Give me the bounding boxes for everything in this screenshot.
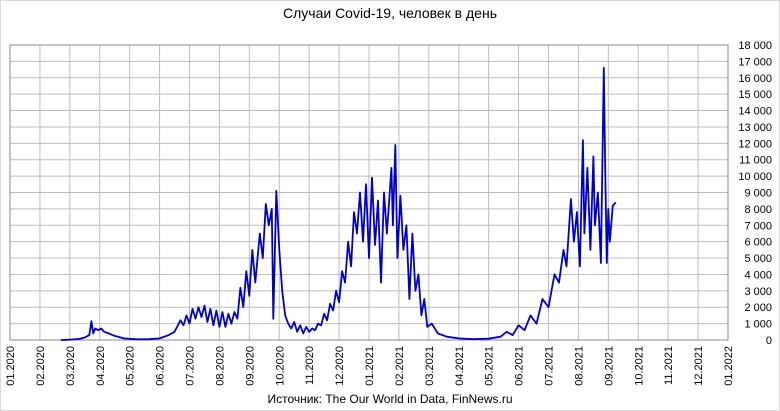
y-tick-label: 5 000 (744, 253, 772, 265)
x-tick-label: 06.2021 (514, 346, 526, 386)
y-tick-label: 13 000 (738, 122, 772, 134)
x-tick-label: 07.2021 (544, 346, 556, 386)
x-tick-label: 09.2021 (603, 346, 615, 386)
x-tick-label: 01.2022 (723, 346, 735, 386)
x-tick-label: 02.2021 (394, 346, 406, 386)
x-tick-label: 12.2020 (334, 346, 346, 386)
x-tick-label: 08.2020 (214, 346, 226, 386)
x-tick-label: 08.2021 (573, 346, 585, 386)
x-tick-label: 06.2020 (155, 346, 167, 386)
x-tick-label: 02.2020 (35, 346, 47, 386)
source-note: Источник: The Our World in Data, FinNews… (267, 392, 512, 406)
x-tick-label: 07.2020 (185, 346, 197, 386)
y-tick-label: 14 000 (738, 106, 772, 118)
y-tick-label: 11 000 (739, 155, 772, 167)
y-tick-label: 1 000 (744, 319, 772, 331)
x-tick-label: 09.2020 (244, 346, 256, 386)
y-tick-label: 7 000 (744, 220, 772, 232)
x-tick-label: 11.2021 (663, 346, 675, 385)
x-tick-label: 01.2021 (364, 346, 376, 386)
y-tick-label: 9 000 (744, 188, 772, 200)
y-tick-label: 12 000 (738, 138, 772, 150)
x-tick-label: 10.2021 (633, 346, 645, 386)
y-tick-label: 3 000 (744, 286, 772, 298)
x-tick-label: 05.2020 (125, 346, 137, 386)
y-tick-label: 8 000 (744, 204, 772, 216)
y-tick-label: 18 000 (738, 40, 772, 52)
x-tick-label: 04.2020 (95, 346, 107, 386)
chart-title: Случаи Covid-19, человек в день (283, 5, 497, 21)
y-tick-label: 4 000 (744, 269, 772, 281)
x-tick-label: 11.2020 (304, 346, 316, 385)
y-tick-label: 16 000 (738, 73, 772, 85)
x-tick-label: 05.2021 (484, 346, 496, 386)
x-tick-label: 03.2020 (65, 346, 77, 386)
data-line (60, 67, 617, 341)
y-tick-label: 17 000 (738, 56, 772, 68)
x-tick-label: 03.2021 (424, 346, 436, 386)
y-tick-label: 10 000 (738, 171, 772, 183)
x-tick-label: 10.2020 (274, 346, 286, 386)
y-tick-label: 15 000 (738, 89, 772, 101)
x-tick-label: 01.2020 (5, 346, 17, 386)
plot-frame (9, 44, 729, 341)
x-tick-label: 04.2021 (454, 346, 466, 386)
x-tick-label: 12.2021 (693, 346, 705, 386)
y-tick-label: 0 (766, 335, 772, 347)
y-tick-label: 6 000 (744, 237, 772, 249)
y-tick-label: 2 000 (744, 302, 772, 314)
